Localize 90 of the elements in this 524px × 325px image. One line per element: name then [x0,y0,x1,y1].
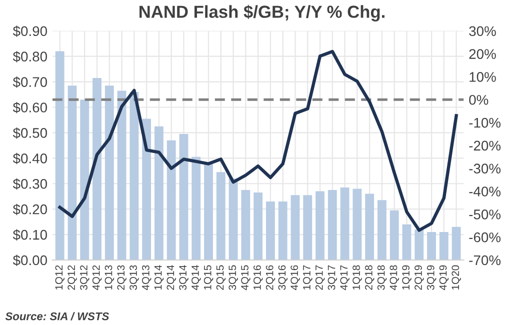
x-tick-label: 3Q18 [377,265,387,290]
x-tick-label: 4Q12 [92,265,102,290]
x-tick-label: 3Q19 [426,265,436,290]
x-tick-label: 2Q16 [266,265,276,290]
bar [104,86,114,260]
y2-tick-label: 10% [470,72,496,82]
x-tick-label: 4Q17 [340,265,350,290]
y-tick-label: $0.30 [12,178,47,190]
y2-tick-label: -60% [469,232,501,242]
y-tick-label: $0.70 [12,76,47,88]
bar [452,226,461,260]
y2-tick-label: 0% [469,94,488,105]
y2-tick-label: 30% [469,26,496,36]
line-series [58,50,458,232]
x-tick-label: 1Q14 [154,265,164,290]
x-tick-label: 3Q16 [278,265,288,290]
y-tick-label: $0.60 [12,102,47,114]
x-tick-label: 3Q17 [328,265,338,290]
x-tick-label: 4Q19 [439,265,449,290]
x-tick-label: 1Q17 [303,265,312,290]
x-tick-label: 2Q15 [216,265,226,290]
y2-tick-label: -10% [469,118,501,128]
bar [328,190,337,260]
bar [303,195,312,260]
bar [390,210,399,260]
y-tick-label: $0.20 [12,204,47,216]
x-tick-label: 1Q18 [352,265,362,290]
bar [166,140,176,260]
x-tick-label: 1Q13 [104,265,114,290]
bar [402,224,412,260]
y2-tick-label: -20% [469,140,501,151]
x-tick-label: 4Q13 [142,265,152,290]
bar [378,200,386,260]
chart-title: NAND Flash $/GB; Y/Y % Chg. [140,4,384,22]
bar [439,232,448,260]
bar [278,201,288,260]
bar [290,195,300,260]
y2-tick-label: -70% [469,255,501,266]
bar [55,51,64,260]
x-tick-label: 1Q19 [402,265,412,290]
bar [154,126,164,260]
x-tick-label: 1Q16 [253,265,263,290]
bar [316,191,324,260]
x-tick-label: 2Q14 [166,265,176,290]
x-tick-label: 1Q12 [55,265,64,290]
bar [204,163,213,260]
x-tick-label: 4Q14 [192,265,201,290]
bar [352,188,362,260]
x-tick-label: 2Q19 [414,265,424,290]
bar [216,172,226,260]
x-tick-label: 1Q15 [204,265,214,290]
y-tick-label: $0.50 [12,127,47,139]
bar [340,187,350,260]
y2-tick-label: -30% [469,164,501,174]
x-tick-label: 3Q15 [228,265,238,290]
x-tick-label: 4Q15 [241,265,250,290]
bar [427,232,436,260]
bar [179,134,188,260]
bar [228,178,238,260]
y2-tick-label: -50% [469,210,501,220]
bar [80,100,90,260]
source-note: Source: SIA / WSTS [5,312,110,320]
x-tick-label: 2Q12 [68,265,77,290]
bar [192,156,201,260]
y-tick-label: $0.90 [12,26,47,37]
x-tick-label: 2Q17 [315,265,325,290]
bar [241,190,250,260]
x-tick-label: 2Q18 [365,265,374,290]
y-tick-label: $0.80 [12,51,47,62]
x-tick-label: 3Q13 [130,265,139,290]
bar [130,92,139,260]
bar [92,78,102,260]
y2-tick-label: 20% [469,49,496,59]
bar [266,201,275,260]
y-tick-label: $0.10 [12,229,47,241]
y2-tick-label: -40% [469,186,501,196]
y-tick-label: $0.40 [12,152,47,164]
bar [414,229,424,260]
y-tick-label: $0.00 [12,254,47,266]
bar [254,192,263,260]
x-tick-label: 2Q13 [117,265,126,290]
bar [117,90,126,260]
bar [365,194,374,260]
x-tick-label: 3Q12 [80,265,90,290]
x-tick-label: 1Q20 [452,265,461,290]
bar [68,86,77,260]
x-tick-label: 4Q18 [390,265,400,290]
x-tick-label: 3Q14 [179,265,188,290]
x-tick-label: 4Q16 [290,265,300,290]
bar [142,118,152,260]
